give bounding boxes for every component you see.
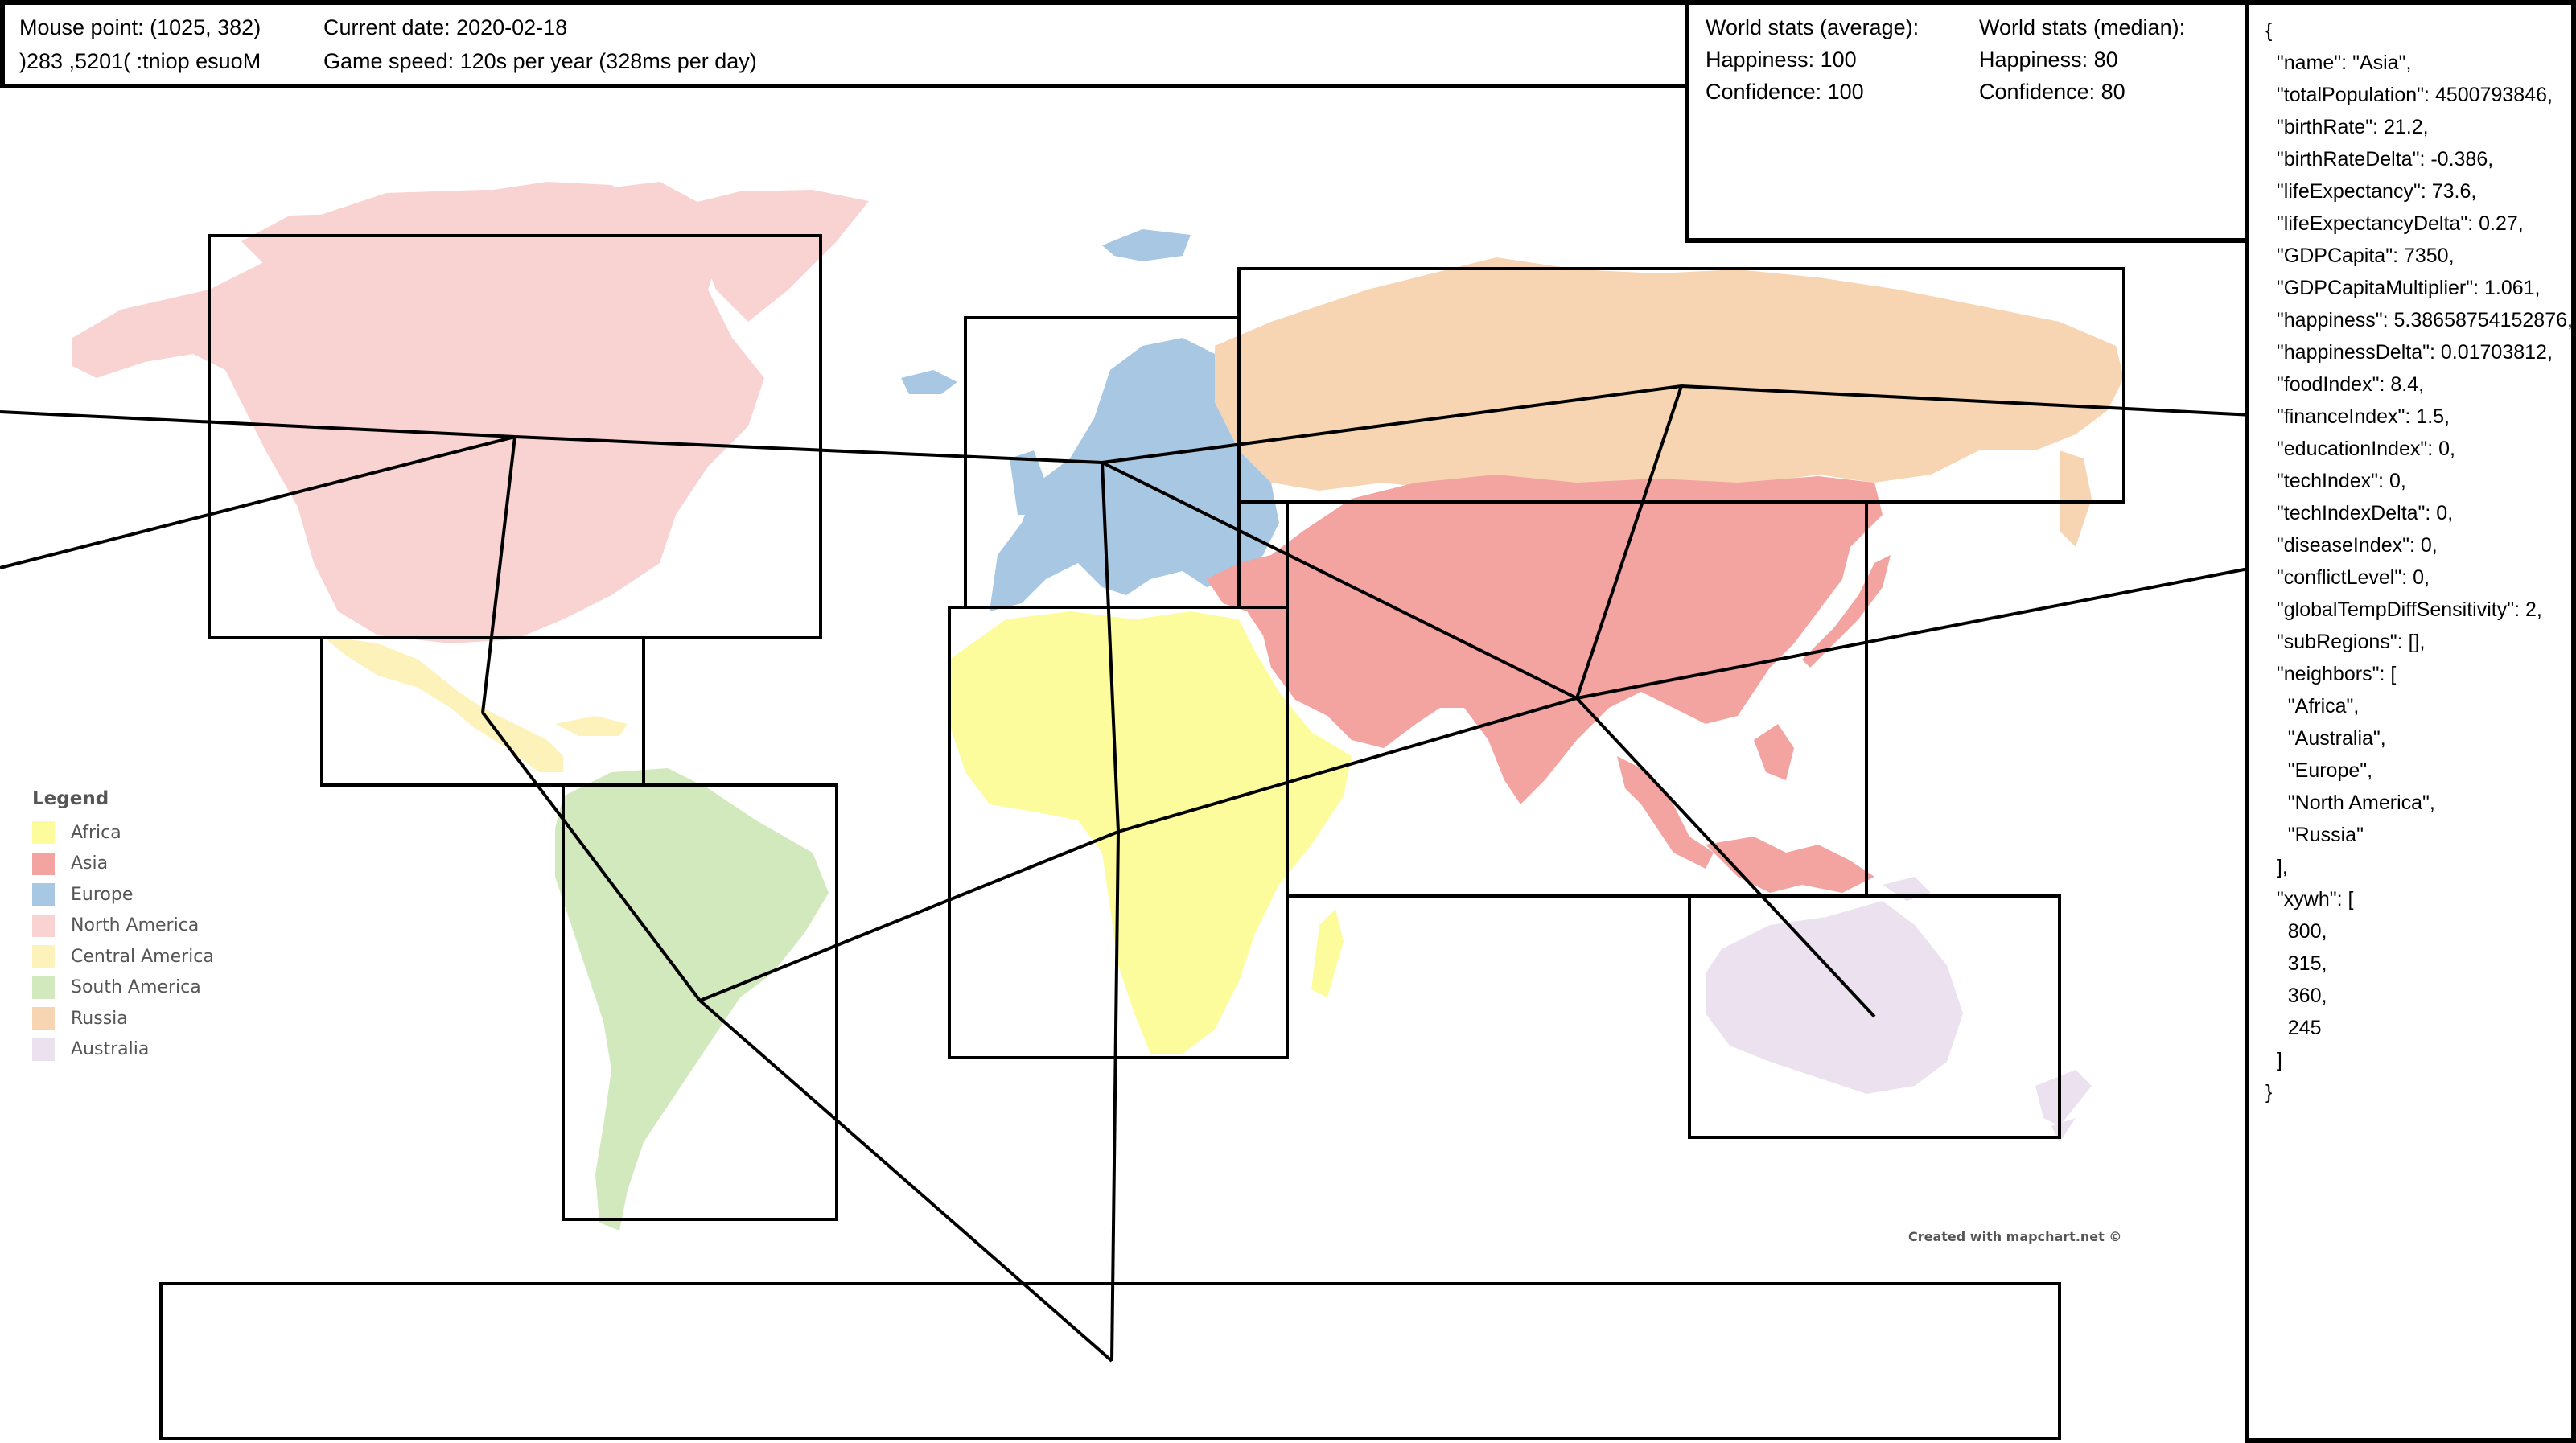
legend-label: Europe [71, 884, 134, 905]
connection-north-america-southwest [0, 435, 516, 569]
legend-swatch [32, 1038, 55, 1061]
region-russia[interactable] [1215, 257, 2124, 547]
connection-africa-asia [1117, 697, 1578, 833]
box-south-america[interactable] [562, 783, 838, 1221]
legend-label: Russia [71, 1008, 128, 1029]
status-bar: Mouse point: (1025, 382) )283 ,5201( :tn… [0, 0, 1699, 88]
legend-item-africa: Africa [32, 817, 214, 849]
box-antarctica[interactable] [159, 1282, 2061, 1440]
legend-label: Asia [71, 853, 109, 874]
connection-north-america-europe [514, 435, 1103, 464]
connection-europe-africa [1101, 462, 1120, 832]
map-credit: Created with mapchart.net © [1908, 1229, 2122, 1244]
legend-item-north-america: North America [32, 911, 214, 942]
connection-russia-east [1681, 384, 2253, 417]
connection-south-africa [699, 830, 1119, 1002]
region-boxes [159, 234, 2125, 1440]
region-south-america[interactable] [555, 768, 829, 1231]
legend-label: Australia [71, 1039, 150, 1060]
region-json: { "name": "Asia", "totalPopulation": 450… [2265, 19, 2573, 1104]
mouse-point-mirrored: )283 ,5201( :tniop esuoM [19, 49, 261, 73]
region-asia[interactable] [1207, 475, 1891, 893]
legend-item-south-america: South America [32, 972, 214, 1004]
connection-north-america-central [481, 436, 516, 713]
legend-item-central-america: Central America [32, 941, 214, 972]
region-central-america[interactable] [322, 635, 628, 772]
connection-asia-australia [1575, 697, 1876, 1018]
region-africa[interactable] [949, 611, 1352, 1054]
map-legend: Legend Africa Asia Europe North America … [32, 788, 214, 1065]
legend-item-australia: Australia [32, 1034, 214, 1066]
connection-africa-antarctica [1110, 831, 1120, 1362]
legend-swatch [32, 821, 55, 845]
connection-central-south [481, 711, 702, 1002]
world-stats-average-label: World stats (average): [1706, 15, 1920, 39]
world-stats-panel: World stats (average): Happiness: 100 Co… [1685, 0, 2257, 243]
legend-item-russia: Russia [32, 1003, 214, 1034]
region-north-america[interactable] [72, 182, 869, 643]
box-africa[interactable] [948, 606, 1289, 1059]
legend-label: Central America [71, 946, 214, 967]
mouse-point: Mouse point: (1025, 382) [19, 15, 261, 39]
legend-swatch [32, 914, 55, 937]
legend-label: Africa [71, 822, 121, 843]
legend-swatch [32, 852, 55, 875]
connection-south-antarctica [698, 999, 1113, 1363]
world-stats-average-happiness: Happiness: 100 [1706, 47, 1857, 72]
connection-north-america-west [0, 410, 516, 438]
region-connections [0, 384, 2253, 1363]
world-stats-median-happiness: Happiness: 80 [1979, 47, 2118, 72]
world-stats-median-confidence: Confidence: 80 [1979, 80, 2125, 104]
connection-asia-east [1576, 566, 2253, 700]
legend-swatch [32, 945, 55, 968]
legend-title: Legend [32, 788, 109, 809]
legend-swatch [32, 883, 55, 906]
legend-swatch [32, 976, 55, 999]
current-date: Current date: 2020-02-18 [323, 15, 568, 39]
game-speed: Game speed: 120s per year (328ms per day… [323, 49, 757, 73]
connection-russia-asia [1575, 385, 1683, 699]
box-australia[interactable] [1688, 894, 2061, 1139]
world-stats-median-label: World stats (median): [1979, 15, 2186, 39]
box-central-america[interactable] [320, 636, 645, 787]
legend-swatch [32, 1007, 55, 1030]
legend-item-europe: Europe [32, 879, 214, 911]
region-australia[interactable] [1706, 877, 2092, 1142]
legend-label: North America [71, 915, 200, 936]
world-stats-average-confidence: Confidence: 100 [1706, 80, 1864, 104]
connection-europe-russia [1101, 384, 1682, 464]
region-details-panel[interactable]: { "name": "Asia", "totalPopulation": 450… [2245, 0, 2576, 1443]
connection-europe-asia [1101, 461, 1578, 700]
legend-item-asia: Asia [32, 849, 214, 880]
legend-label: South America [71, 977, 201, 998]
region-europe[interactable] [901, 229, 1279, 611]
